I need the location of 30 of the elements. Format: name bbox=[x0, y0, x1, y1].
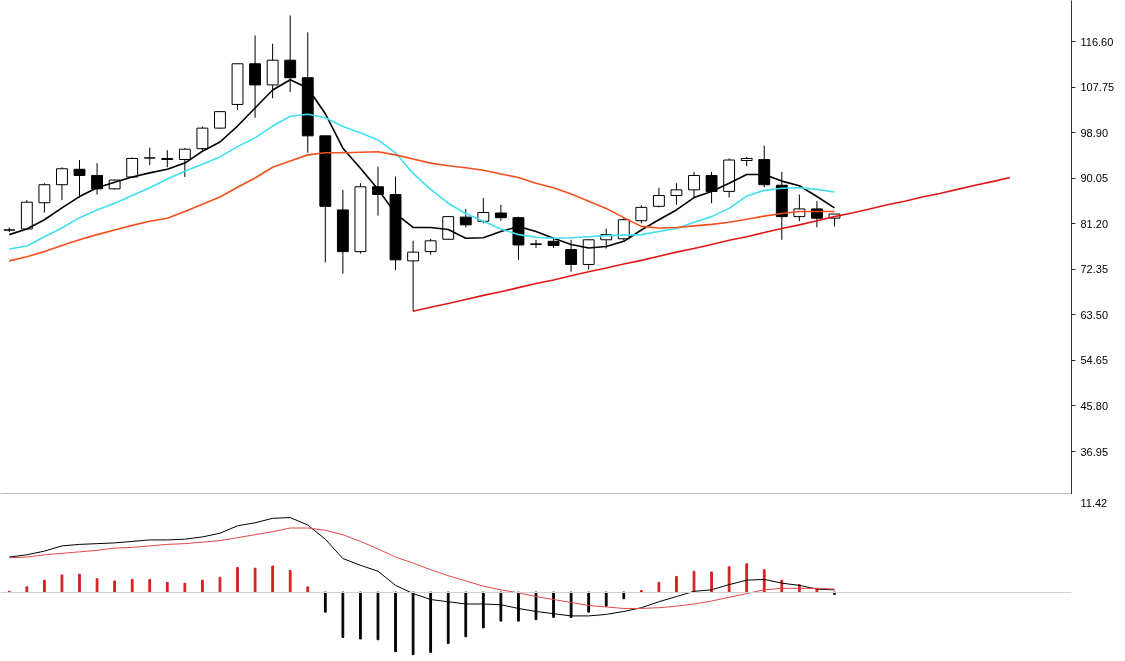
candlestick bbox=[688, 171, 700, 199]
line-series bbox=[412, 176, 1011, 313]
text: 11.42 bbox=[1080, 496, 1108, 509]
candlestick bbox=[178, 147, 191, 178]
y-tick-label: 72.35 bbox=[1080, 263, 1109, 276]
candlestick bbox=[477, 197, 490, 224]
y-tick-label: 90.05 bbox=[1080, 172, 1109, 185]
candlestick bbox=[810, 200, 823, 228]
y-tick-label: 81.20 bbox=[1080, 217, 1109, 230]
candlestick bbox=[38, 182, 51, 214]
candlestick bbox=[670, 182, 683, 206]
candlestick bbox=[56, 166, 68, 201]
candlestick bbox=[530, 239, 542, 249]
line-series bbox=[8, 113, 836, 250]
candlestick bbox=[705, 171, 718, 204]
candlestick bbox=[635, 204, 648, 224]
y-tick-label: 36.95 bbox=[1080, 445, 1109, 458]
candlestick bbox=[407, 240, 420, 312]
y-tick-label: 107.75 bbox=[1080, 81, 1115, 94]
y-tick-label: 116.60 bbox=[1080, 35, 1114, 48]
candlestick bbox=[91, 162, 104, 195]
candlestick bbox=[126, 156, 139, 179]
candlestick bbox=[73, 159, 86, 199]
y-tick-label: 45.80 bbox=[1080, 399, 1109, 412]
candlestick bbox=[459, 208, 472, 228]
candlestick bbox=[494, 204, 507, 222]
y-tick-label: 54.65 bbox=[1080, 354, 1109, 367]
y-tick-label: 98.90 bbox=[1080, 126, 1109, 139]
candlestick bbox=[442, 215, 455, 241]
y-tick-label: 63.50 bbox=[1080, 308, 1109, 321]
